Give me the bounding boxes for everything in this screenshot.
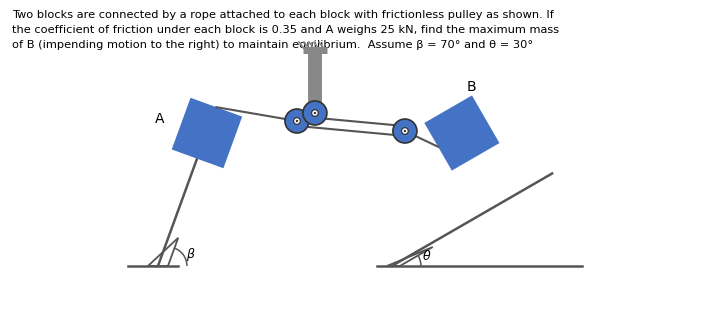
Polygon shape	[171, 98, 242, 168]
Circle shape	[402, 128, 408, 134]
Text: of B (impending motion to the right) to maintain equilibrium.  Assume β = 70° an: of B (impending motion to the right) to …	[12, 40, 533, 50]
Circle shape	[393, 119, 417, 143]
Text: B: B	[467, 80, 477, 94]
Circle shape	[296, 120, 298, 122]
Text: A: A	[155, 112, 164, 126]
Circle shape	[404, 130, 406, 132]
Text: $\theta$: $\theta$	[422, 249, 431, 263]
Text: Two blocks are connected by a rope attached to each block with frictionless pull: Two blocks are connected by a rope attac…	[12, 10, 554, 20]
Circle shape	[303, 101, 327, 125]
Circle shape	[285, 109, 309, 133]
Text: $\beta$: $\beta$	[186, 246, 196, 263]
Circle shape	[312, 110, 318, 116]
Text: the coefficient of friction under each block is 0.35 and A weighs 25 kN, find th: the coefficient of friction under each b…	[12, 25, 559, 35]
Circle shape	[314, 112, 316, 114]
Circle shape	[294, 118, 300, 124]
Polygon shape	[424, 95, 500, 171]
